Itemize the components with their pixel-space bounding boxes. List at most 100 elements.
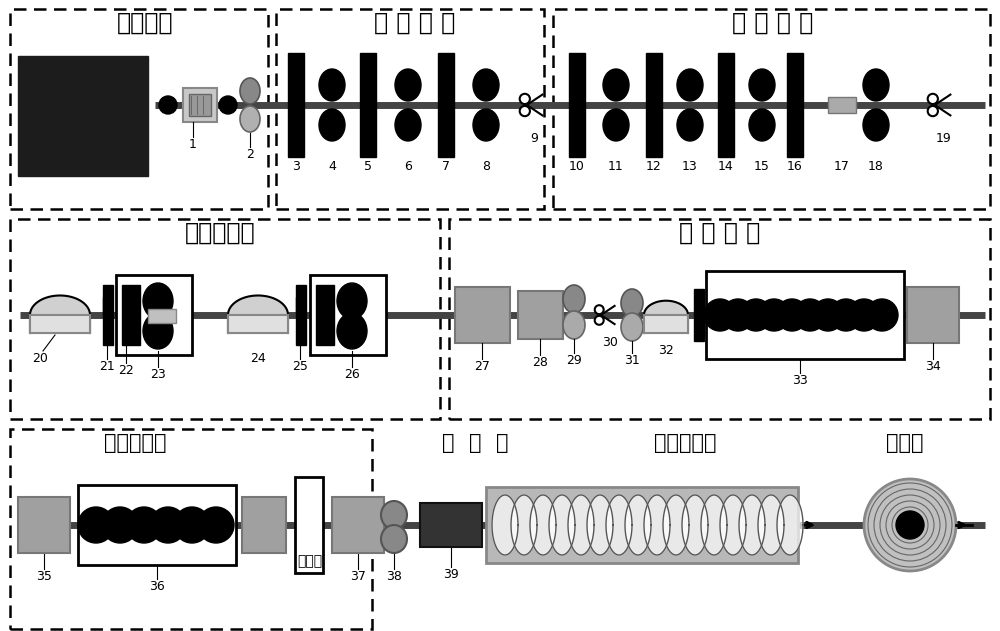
Ellipse shape	[473, 109, 499, 141]
Bar	[332, 497, 384, 553]
Bar	[148, 309, 176, 323]
Circle shape	[219, 96, 237, 114]
Text: 12: 12	[646, 160, 662, 174]
Bar	[787, 53, 803, 157]
Ellipse shape	[381, 525, 407, 553]
Circle shape	[848, 299, 880, 331]
Ellipse shape	[240, 78, 260, 104]
Polygon shape	[777, 495, 803, 555]
Ellipse shape	[621, 289, 643, 317]
Polygon shape	[644, 301, 688, 315]
Bar	[310, 275, 386, 355]
Ellipse shape	[381, 501, 407, 529]
Bar	[78, 485, 236, 565]
Bar	[455, 287, 510, 343]
Text: 预精轧机组: 预精轧机组	[185, 221, 255, 245]
Text: 3: 3	[292, 160, 300, 174]
Bar	[486, 487, 798, 563]
Bar	[183, 88, 217, 122]
Text: 11: 11	[608, 160, 624, 174]
Bar	[420, 503, 482, 547]
Text: 34: 34	[925, 360, 941, 374]
Polygon shape	[587, 495, 613, 555]
Text: 1: 1	[189, 138, 197, 151]
Text: 精 轧 机 组: 精 轧 机 组	[679, 221, 761, 245]
Circle shape	[78, 507, 114, 543]
Polygon shape	[663, 495, 689, 555]
Polygon shape	[682, 495, 708, 555]
Polygon shape	[492, 495, 518, 555]
Ellipse shape	[240, 106, 260, 132]
Bar	[828, 97, 856, 113]
Text: 9: 9	[530, 133, 538, 146]
Bar	[644, 315, 688, 333]
Bar	[438, 53, 454, 157]
Polygon shape	[644, 495, 670, 555]
Bar	[228, 315, 288, 333]
Circle shape	[126, 507, 162, 543]
Circle shape	[722, 299, 754, 331]
Text: 10: 10	[569, 160, 585, 174]
Bar	[718, 53, 734, 157]
Text: 散卷运输机: 散卷运输机	[654, 433, 716, 453]
Circle shape	[595, 305, 604, 314]
Bar	[644, 315, 688, 333]
Circle shape	[812, 299, 844, 331]
Text: 4: 4	[328, 160, 336, 174]
Bar	[228, 315, 288, 333]
Ellipse shape	[395, 109, 421, 141]
Ellipse shape	[395, 69, 421, 101]
Text: 13: 13	[682, 160, 698, 174]
Bar	[30, 315, 90, 333]
Ellipse shape	[749, 109, 775, 141]
Text: 26: 26	[344, 369, 360, 382]
Text: 24: 24	[250, 353, 266, 365]
Ellipse shape	[563, 285, 585, 313]
Circle shape	[174, 507, 210, 543]
Bar	[242, 497, 286, 553]
Circle shape	[794, 299, 826, 331]
Text: 33: 33	[792, 375, 808, 387]
Bar	[10, 9, 268, 209]
Text: 35: 35	[36, 570, 52, 584]
Bar	[907, 287, 959, 343]
Ellipse shape	[863, 69, 889, 101]
Ellipse shape	[563, 311, 585, 339]
Bar	[296, 285, 306, 345]
Text: 20: 20	[32, 353, 48, 365]
Bar	[30, 315, 90, 333]
Text: 6: 6	[404, 160, 412, 174]
Text: 8: 8	[482, 160, 490, 174]
Text: 23: 23	[150, 369, 166, 382]
Text: 2: 2	[246, 148, 254, 162]
Bar	[10, 429, 372, 629]
Polygon shape	[720, 495, 746, 555]
Text: 粗 轧 机 组: 粗 轧 机 组	[374, 11, 456, 35]
Ellipse shape	[337, 283, 367, 319]
Bar	[518, 291, 563, 339]
Text: 减定径机组: 减定径机组	[104, 433, 166, 453]
Ellipse shape	[337, 313, 367, 349]
Text: 17: 17	[834, 160, 850, 174]
Text: 28: 28	[532, 357, 548, 370]
Bar	[646, 53, 662, 157]
Text: 5: 5	[364, 160, 372, 174]
Ellipse shape	[603, 69, 629, 101]
Polygon shape	[606, 495, 632, 555]
Bar	[360, 53, 376, 157]
Polygon shape	[511, 495, 537, 555]
Circle shape	[102, 507, 138, 543]
Text: 18: 18	[868, 160, 884, 174]
Circle shape	[864, 479, 956, 571]
Ellipse shape	[319, 109, 345, 141]
Ellipse shape	[677, 69, 703, 101]
Bar	[189, 94, 211, 116]
Bar	[103, 285, 113, 345]
Bar	[122, 285, 140, 345]
Polygon shape	[530, 495, 556, 555]
Polygon shape	[758, 495, 784, 555]
Bar	[449, 219, 990, 419]
Ellipse shape	[621, 313, 643, 341]
Bar	[18, 56, 148, 176]
Circle shape	[595, 316, 604, 325]
